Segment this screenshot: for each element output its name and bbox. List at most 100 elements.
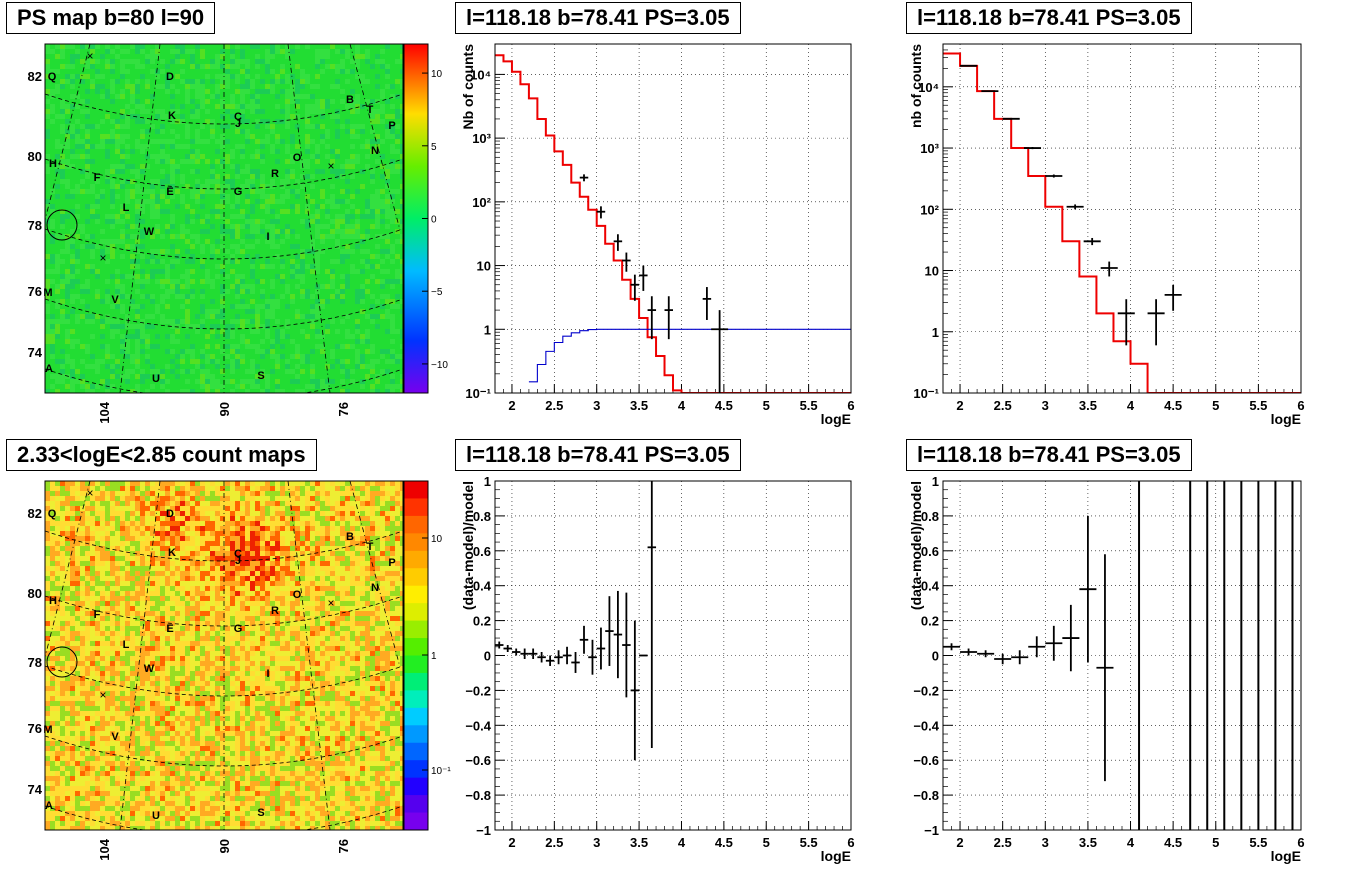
data-point bbox=[554, 650, 563, 665]
x-tick-label: 3 bbox=[1042, 835, 1049, 850]
residual-left-title: l=118.18 b=78.41 PS=3.05 bbox=[455, 439, 741, 471]
source-label: H bbox=[49, 595, 57, 607]
data-point bbox=[605, 596, 614, 666]
map-y-tick-label: 82 bbox=[28, 506, 42, 521]
count-map-title: 2.33<logE<2.85 count maps bbox=[6, 439, 317, 471]
data-point bbox=[503, 645, 512, 653]
colorbar-tick-label: 10⁻¹ bbox=[431, 766, 451, 777]
y-tick-label: 1 bbox=[484, 322, 491, 337]
x-tick-label: 6 bbox=[847, 398, 854, 413]
count-colorbar: 10 1 10⁻¹ bbox=[403, 480, 451, 831]
y-tick-label: −0.8 bbox=[913, 788, 939, 803]
source-label: V bbox=[111, 294, 119, 306]
data-point bbox=[1062, 604, 1080, 672]
x-tick-label: 5.5 bbox=[800, 835, 818, 850]
x-tick-label: 5.5 bbox=[800, 398, 818, 413]
data-point bbox=[1011, 650, 1029, 665]
x-tick-label: 5.5 bbox=[1249, 398, 1267, 413]
x-tick-label: 4.5 bbox=[1164, 398, 1182, 413]
source-label: E bbox=[166, 623, 173, 635]
y-tick-label: 10⁻¹ bbox=[465, 386, 491, 401]
source-label: E bbox=[166, 186, 173, 198]
map-x-tick-label: 90 bbox=[217, 402, 232, 416]
ps-map: 10 5 0 −5 −10 × × × Q D B T P K CJ N O R H F E G L W I M V A U S 82 80… bbox=[28, 43, 448, 424]
data-point bbox=[1100, 261, 1118, 277]
source-label: F bbox=[94, 172, 101, 184]
x-tick-label: 5 bbox=[763, 835, 770, 850]
y-tick-label: 0.6 bbox=[473, 544, 491, 559]
y-tick-label: 0.2 bbox=[473, 614, 491, 629]
residual-right-title: l=118.18 b=78.41 PS=3.05 bbox=[906, 439, 1192, 471]
x-tick-label: 3 bbox=[593, 835, 600, 850]
x-tick-label: 3.5 bbox=[630, 398, 648, 413]
cross-marker: × bbox=[86, 486, 93, 500]
data-point bbox=[1045, 625, 1063, 661]
source-circle-marker bbox=[46, 646, 78, 678]
map-x-tick-label: 104 bbox=[97, 838, 112, 860]
x-tick-label: 4 bbox=[678, 835, 686, 850]
data-point bbox=[571, 652, 580, 673]
x-axis-label: logE bbox=[1271, 411, 1301, 427]
y-tick-label: −1 bbox=[924, 823, 939, 838]
map-x-tick-label: 90 bbox=[217, 839, 232, 853]
x-tick-label: 5 bbox=[1212, 398, 1219, 413]
source-label: R bbox=[271, 605, 279, 617]
source-label: Q bbox=[48, 71, 57, 83]
plot-frame bbox=[942, 480, 1302, 831]
x-tick-label: 3.5 bbox=[1079, 398, 1097, 413]
map-y-tick-label: 74 bbox=[28, 782, 43, 797]
data-point bbox=[562, 646, 572, 665]
spectrum-plot-left: 2 2.5 3 3.5 4 4.5 5 5.5 6 10⁻¹ 1 10 10² 10³ 10⁴ logE Nb … bbox=[460, 43, 855, 427]
y-tick-label: 10⁻¹ bbox=[913, 386, 939, 401]
source-label: R bbox=[271, 168, 279, 180]
colorbar-tick-label: −5 bbox=[431, 287, 443, 298]
y-axis-label: (data-model)/model bbox=[460, 481, 476, 610]
x-tick-label: 2 bbox=[956, 398, 963, 413]
x-axis-label: logE bbox=[1271, 848, 1301, 864]
spectrum-left-title: l=118.18 b=78.41 PS=3.05 bbox=[455, 2, 741, 34]
map-x-tick-label: 104 bbox=[97, 401, 112, 423]
data-point bbox=[545, 655, 555, 666]
colorbar-tick-label: 10 bbox=[431, 534, 443, 545]
y-tick-label: −0.6 bbox=[913, 753, 939, 768]
source-label: A bbox=[45, 363, 53, 375]
data-point bbox=[622, 592, 631, 698]
data-point bbox=[1079, 515, 1097, 663]
source-label: P bbox=[388, 120, 395, 132]
x-tick-label: 4 bbox=[1127, 835, 1135, 850]
x-tick-label: 3 bbox=[593, 398, 600, 413]
source-label: D bbox=[166, 508, 174, 520]
data-point bbox=[613, 590, 623, 679]
source-label: U bbox=[152, 810, 160, 822]
data-point bbox=[622, 252, 631, 272]
source-label: M bbox=[43, 724, 52, 736]
data-point bbox=[1045, 174, 1063, 178]
map-y-tick-label: 82 bbox=[28, 69, 42, 84]
data-point bbox=[711, 310, 729, 393]
data-point bbox=[630, 274, 640, 301]
x-tick-label: 2 bbox=[956, 835, 963, 850]
x-tick-label: 2 bbox=[508, 835, 515, 850]
data-point bbox=[943, 643, 961, 651]
y-tick-label: 10² bbox=[920, 202, 939, 217]
data-point bbox=[994, 653, 1012, 665]
source-label: O bbox=[293, 152, 302, 164]
data-point bbox=[1066, 204, 1084, 210]
ps-map-title: PS map b=80 l=90 bbox=[6, 2, 216, 34]
cross-marker: × bbox=[86, 49, 93, 63]
model-histogram bbox=[943, 52, 1301, 393]
source-label: B bbox=[346, 94, 354, 106]
x-tick-label: 4 bbox=[1127, 398, 1135, 413]
spectrum-plot-right: 2 2.5 3 3.5 4 4.5 5 5.5 6 10⁻¹ 1 10 10² 10³ 10⁴ logE nb … bbox=[908, 43, 1305, 427]
residual-plot-left: 2 2.5 3 3.5 4 4.5 5 5.5 6 −1 −0.8 −0.6 −0.4 −0.2 0 0.2 0… bbox=[460, 474, 855, 864]
source-circle-marker bbox=[46, 209, 78, 241]
source-label: V bbox=[111, 731, 119, 743]
acceptance-histogram bbox=[528, 328, 851, 383]
cross-marker: × bbox=[327, 159, 334, 173]
data-point bbox=[511, 648, 521, 656]
y-tick-label: −0.4 bbox=[913, 718, 939, 733]
y-tick-label: 10² bbox=[472, 195, 491, 210]
y-tick-label: −0.8 bbox=[465, 788, 491, 803]
source-label: A bbox=[45, 800, 53, 812]
